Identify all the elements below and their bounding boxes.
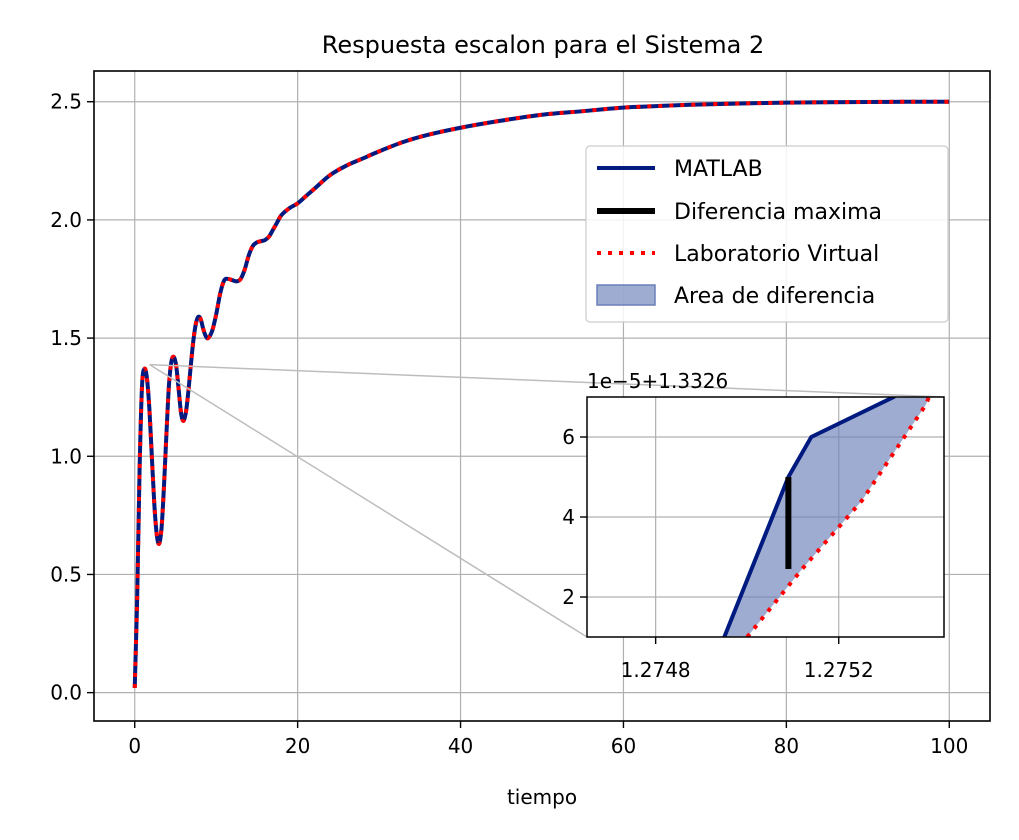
x-axis-label: tiempo [507,785,577,809]
inset-virtual-line [745,397,932,637]
chart-title: Respuesta escalon para el Sistema 2 [322,31,764,59]
legend-entry: MATLAB [597,157,763,182]
inset-x-tick-label: 1.2752 [804,658,874,682]
y-tick-label: 2.5 [50,90,82,114]
y-tick-label: 0.0 [50,681,82,705]
inset-offset-label: 1e−5+1.3326 [587,369,728,393]
zoom-connector-bottom [149,364,588,638]
inset-x-tick-label: 1.2748 [621,658,691,682]
inset-x-ticks: 1.2748 1.2752 [621,637,874,682]
legend-swatch-area [596,284,656,306]
legend-label: MATLAB [674,157,763,182]
x-axis-ticks: 0 20 40 60 80 100 [128,721,968,758]
inset-y-tick-label: 4 [562,505,575,529]
inset-series [722,397,932,637]
x-tick-label: 20 [285,734,310,758]
inset-matlab-line [722,397,896,637]
legend-entry: Area de diferencia [596,284,875,309]
legend-box [585,145,949,323]
legend-label: Area de diferencia [674,284,875,309]
x-tick-label: 40 [448,734,473,758]
y-tick-label: 1.5 [50,326,82,350]
y-tick-label: 0.5 [50,562,82,586]
legend-label: Diferencia maxima [674,200,882,225]
y-tick-label: 2.0 [50,208,82,232]
legend-entry: Diferencia maxima [597,200,882,225]
series-matlab-line [132,99,950,688]
legend-label: Laboratorio Virtual [674,242,879,267]
main-series [132,99,950,688]
zoom-connectors [149,363,945,638]
y-axis-ticks: 0.0 0.5 1.0 1.5 2.0 2.5 [50,90,94,705]
inset-difference-area [724,397,930,637]
x-tick-label: 100 [930,734,968,758]
zoom-inset: 1.2748 1.2752 2 4 6 1e−5+1.3326 [562,369,945,682]
legend: MATLAB Diferencia maxima Laboratorio Virtu… [585,145,949,323]
zoom-connector-top [149,363,945,398]
main-plot-frame [93,70,991,722]
x-tick-label: 0 [128,734,141,758]
inset-y-tick-label: 2 [562,585,575,609]
x-tick-label: 60 [611,734,636,758]
legend-entry: Laboratorio Virtual [597,242,879,267]
inset-y-ticks: 2 4 6 [562,425,587,609]
x-tick-label: 80 [774,734,799,758]
inset-y-tick-label: 6 [562,425,575,449]
y-tick-label: 1.0 [50,444,82,468]
